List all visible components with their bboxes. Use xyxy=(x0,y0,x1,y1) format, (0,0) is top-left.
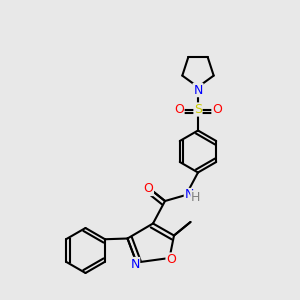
Text: O: O xyxy=(174,103,184,116)
Text: N: N xyxy=(184,188,194,202)
Text: S: S xyxy=(194,103,202,116)
Text: O: O xyxy=(212,103,222,116)
Text: O: O xyxy=(166,253,176,266)
Text: N: N xyxy=(130,257,140,271)
Text: N: N xyxy=(193,83,203,97)
Text: O: O xyxy=(144,182,153,196)
Text: N: N xyxy=(193,83,203,97)
Text: H: H xyxy=(191,191,200,204)
